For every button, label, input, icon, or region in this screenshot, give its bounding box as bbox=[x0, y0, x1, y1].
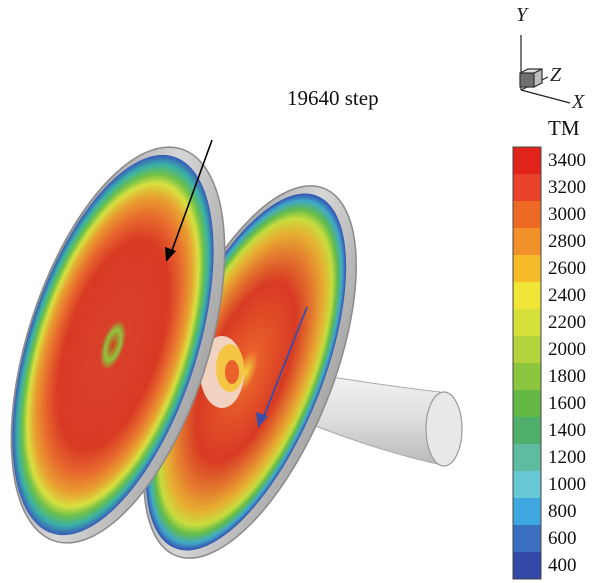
color-bar-segment bbox=[513, 228, 541, 256]
legend-tick-label: 1000 bbox=[548, 473, 586, 495]
color-bar-segment bbox=[513, 444, 541, 472]
legend-tick-label: 2800 bbox=[548, 230, 586, 252]
legend-tick-label: 800 bbox=[548, 500, 577, 522]
legend-tick-label: 3000 bbox=[548, 203, 586, 225]
legend-tick-label: 1600 bbox=[548, 392, 586, 414]
legend-tick-label: 2400 bbox=[548, 284, 586, 306]
legend-tick-label: 2600 bbox=[548, 257, 586, 279]
color-bar-segment bbox=[513, 552, 541, 580]
color-bar-segment bbox=[513, 336, 541, 364]
color-bar-segment bbox=[513, 309, 541, 337]
legend-title: TM bbox=[548, 116, 580, 140]
color-bar-segment bbox=[513, 255, 541, 283]
arrow-blue bbox=[261, 306, 308, 422]
legend-tick-label: 1800 bbox=[548, 365, 586, 387]
axis-y-label: Y bbox=[516, 4, 528, 26]
color-bar-segment bbox=[513, 498, 541, 526]
legend-tick-label: 1400 bbox=[548, 419, 586, 441]
axis-x-label: X bbox=[572, 91, 585, 113]
color-bar-segment bbox=[513, 471, 541, 499]
color-bar bbox=[512, 146, 542, 580]
front-disc bbox=[10, 146, 226, 544]
color-bar-segment bbox=[513, 390, 541, 418]
color-bar-segment bbox=[513, 282, 541, 310]
legend-tick-label: 600 bbox=[548, 527, 577, 549]
legend-tick-label: 3200 bbox=[548, 176, 586, 198]
arrow-black bbox=[169, 139, 213, 257]
axis-z-label: Z bbox=[550, 64, 562, 86]
central-hub bbox=[200, 336, 244, 408]
axes-triad bbox=[519, 35, 571, 104]
legend-tick-label: 3400 bbox=[548, 149, 586, 171]
legend-tick-label: 2000 bbox=[548, 338, 586, 360]
annotation-arrows bbox=[165, 139, 308, 428]
color-bar-segment bbox=[513, 174, 541, 202]
step-label: 19640 step bbox=[287, 86, 379, 110]
outlet-nozzle bbox=[299, 371, 463, 467]
legend-tick-label: 400 bbox=[548, 554, 577, 576]
color-bar-segment bbox=[513, 525, 541, 553]
color-bar-segment bbox=[513, 363, 541, 391]
color-bar-segment bbox=[513, 201, 541, 229]
color-bar-frame bbox=[512, 146, 542, 580]
legend-tick-label: 1200 bbox=[548, 446, 586, 468]
legend-tick-label: 2200 bbox=[548, 311, 586, 333]
color-bar-segment bbox=[513, 417, 541, 445]
color-bar-segment bbox=[513, 147, 541, 175]
